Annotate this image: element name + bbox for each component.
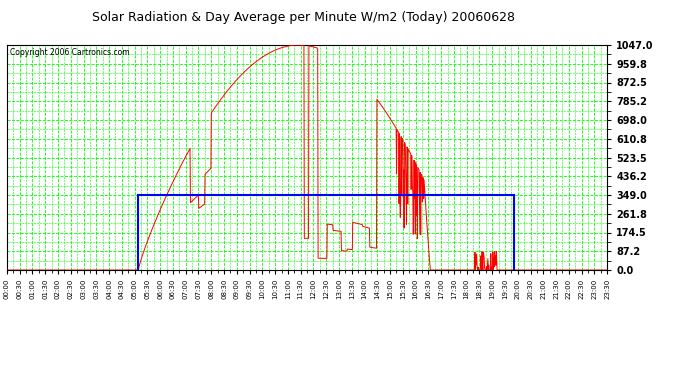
Text: Solar Radiation & Day Average per Minute W/m2 (Today) 20060628: Solar Radiation & Day Average per Minute…	[92, 11, 515, 24]
Text: Copyright 2006 Cartronics.com: Copyright 2006 Cartronics.com	[10, 48, 130, 57]
